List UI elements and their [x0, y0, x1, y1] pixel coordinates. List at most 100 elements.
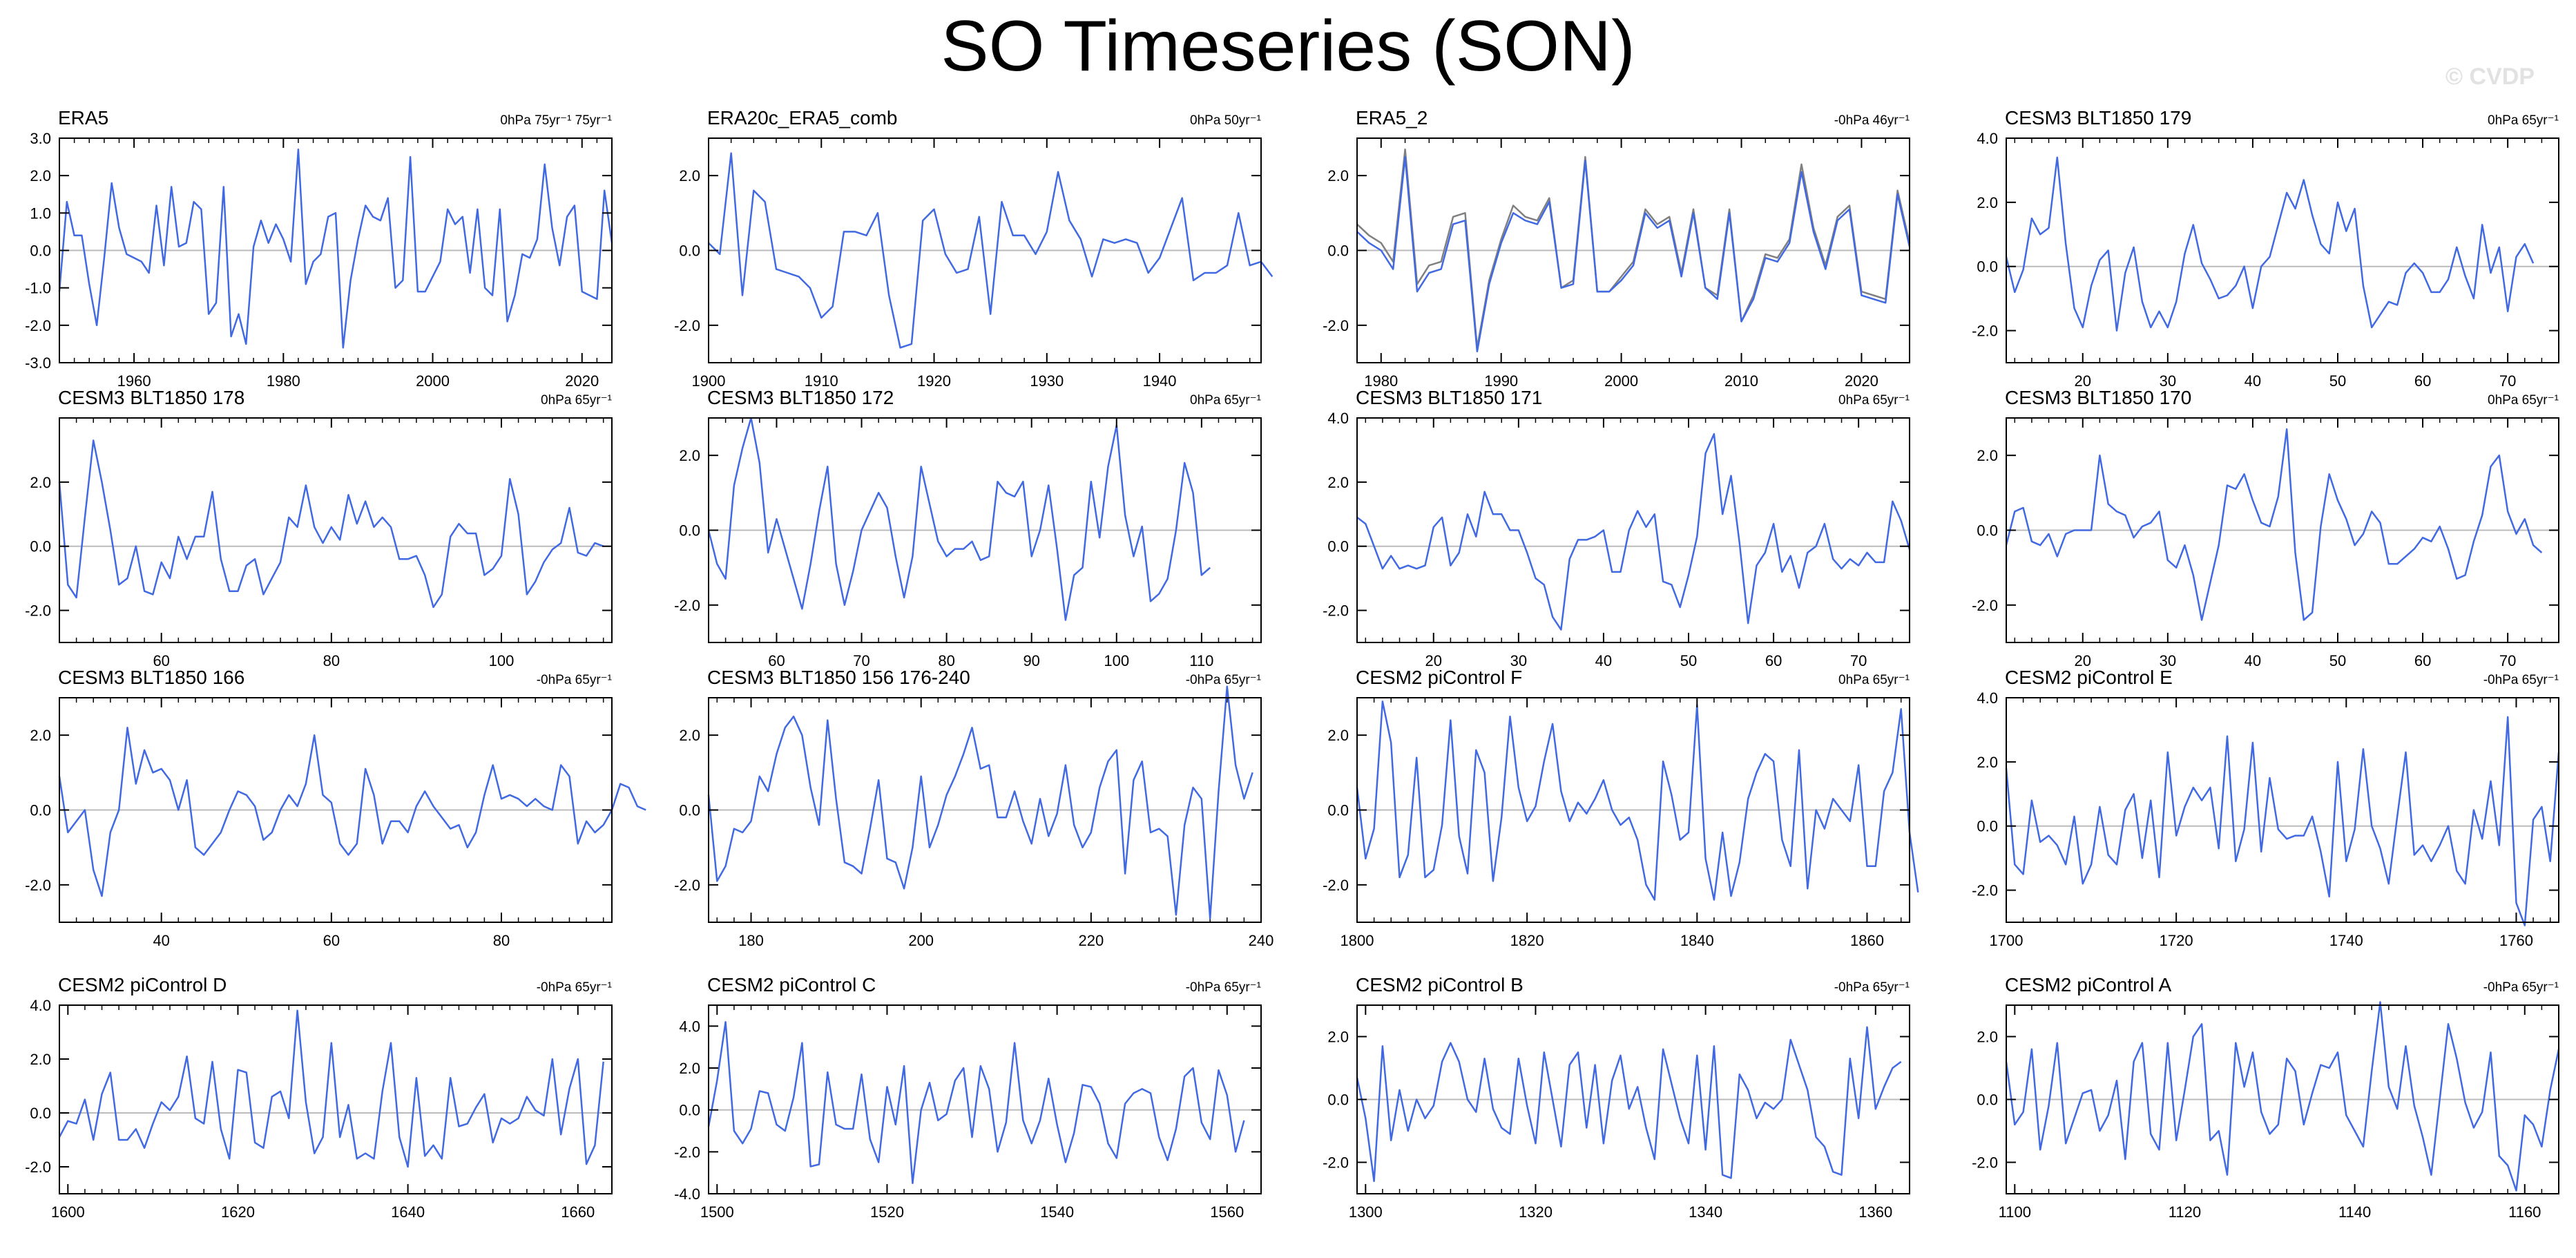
x-tick-label: 60 — [153, 652, 169, 669]
panel-info: -0hPa 65yr⁻¹ — [537, 980, 612, 995]
series-line — [2005, 156, 2535, 332]
x-tick-label: 180 — [738, 932, 764, 949]
y-tick-label: -2.0 — [1972, 882, 1998, 899]
x-tick-label: 20 — [2075, 652, 2091, 669]
series-line — [58, 1009, 604, 1168]
panel-title: CESM3 BLT1850 171 — [1356, 387, 1542, 408]
x-tick-label: 1160 — [2508, 1203, 2541, 1221]
y-tick-label: 0.0 — [1977, 1092, 1998, 1109]
y-tick-label: -3.0 — [25, 354, 51, 372]
y-tick-label: 1.0 — [30, 204, 51, 222]
panel-info: 0hPa 65yr⁻¹ — [1838, 673, 1910, 687]
y-tick-label: -2.0 — [1323, 317, 1349, 334]
panel-1: ERA5 0hPa 75yr⁻¹ 75yr⁻¹ 1960 1980 2000 2020 3.… — [25, 107, 613, 390]
panel-info: 0hPa 65yr⁻¹ — [1838, 393, 1910, 408]
y-tick-label: -2.0 — [1972, 1154, 1998, 1172]
x-tick-label: 1540 — [1040, 1203, 1074, 1221]
y-tick-label: 2.0 — [30, 1051, 51, 1068]
panel-info: -0hPa 65yr⁻¹ — [1834, 980, 1910, 995]
y-tick-label: 3.0 — [30, 130, 51, 147]
panel-10: CESM3 BLT1850 156 176-240 -0hPa 65yr⁻¹ 180… — [674, 667, 1273, 949]
y-tick-label: -1.0 — [25, 280, 51, 297]
y-tick-label: 4.0 — [1977, 689, 1998, 707]
x-tick-label: 40 — [2245, 652, 2261, 669]
x-tick-label: 1920 — [917, 372, 951, 390]
x-tick-label: 1900 — [692, 372, 726, 390]
y-tick-label: 4.0 — [30, 997, 51, 1014]
minor-ticks — [2014, 138, 2559, 363]
x-tick-label: 1700 — [1990, 932, 2024, 949]
y-tick-label: -2.0 — [1972, 597, 1998, 614]
x-tick-label: 220 — [1078, 932, 1104, 949]
x-tick-label: 1980 — [267, 372, 300, 390]
y-tick-label: 2.0 — [1327, 1029, 1349, 1046]
series-line — [1356, 701, 1919, 901]
series-line — [1356, 432, 1911, 631]
plot-frame — [2006, 697, 2559, 923]
panel-title: ERA5 — [58, 107, 108, 128]
x-tick-label: 90 — [1023, 652, 1039, 669]
x-tick-label: 80 — [323, 652, 340, 669]
x-tick-label: 1740 — [2329, 932, 2363, 949]
y-tick-label: -2.0 — [25, 1159, 51, 1176]
panel-info: 0hPa 65yr⁻¹ — [2488, 393, 2559, 408]
y-tick-label: 2.0 — [1977, 194, 1998, 211]
y-tick-label: 2.0 — [1977, 1029, 1998, 1046]
panel-12: CESM2 piControl E -0hPa 65yr⁻¹ 1700 1720 174… — [1972, 667, 2560, 949]
y-tick-label: 2.0 — [679, 447, 700, 464]
y-tick-label: 0.0 — [30, 242, 51, 260]
series-line — [708, 152, 1273, 349]
x-tick-label: 1100 — [1999, 1203, 2031, 1221]
panel-title: CESM2 piControl F — [1356, 667, 1522, 688]
series-line — [707, 685, 1253, 919]
panel-info: -0hPa 65yr⁻¹ — [537, 673, 612, 687]
x-tick-label: 1320 — [1519, 1203, 1553, 1221]
y-tick-label: -2.0 — [25, 317, 51, 334]
y-tick-label: -2.0 — [1323, 1154, 1349, 1172]
panel-title: CESM3 BLT1850 166 — [58, 667, 244, 688]
panel-title: CESM3 BLT1850 156 176-240 — [707, 667, 970, 688]
x-tick-label: 20 — [1425, 652, 1442, 669]
x-tick-label: 1720 — [2160, 932, 2193, 949]
plot-frame — [708, 1004, 1262, 1194]
panel-9: CESM3 BLT1850 166 -0hPa 65yr⁻¹ 40 60 80 2.0 0.… — [25, 667, 646, 949]
x-tick-label: 100 — [489, 652, 515, 669]
plot-frame — [2006, 137, 2559, 363]
panel-11: CESM2 piControl F 0hPa 65yr⁻¹ 1800 1820 1840… — [1323, 667, 1919, 949]
y-tick-label: 0.0 — [679, 1102, 700, 1119]
y-tick-label: 2.0 — [1977, 754, 1998, 771]
y-tick-label: 0.0 — [1977, 522, 1998, 540]
y-tick-label: 0.0 — [679, 522, 700, 540]
x-tick-label: 1930 — [1030, 372, 1064, 390]
panel-title: CESM3 BLT1850 178 — [58, 387, 244, 408]
x-tick-label: 1620 — [221, 1203, 255, 1221]
panel-info: 0hPa 65yr⁻¹ — [2488, 113, 2559, 128]
x-tick-label: 1600 — [51, 1203, 85, 1221]
series-line — [1356, 155, 1911, 353]
panel-info: -0hPa 65yr⁻¹ — [1186, 980, 1261, 995]
panel-title: CESM3 BLT1850 179 — [2005, 107, 2191, 128]
y-tick-label: -2.0 — [674, 877, 700, 894]
y-tick-label: -2.0 — [674, 317, 700, 334]
panel-13: CESM2 piControl D -0hPa 65yr⁻¹ 1600 1620 164… — [25, 974, 613, 1221]
x-tick-label: 30 — [2160, 652, 2176, 669]
panel-info: -0hPa 65yr⁻¹ — [2483, 673, 2559, 687]
series-line — [58, 149, 613, 349]
y-tick-label: 4.0 — [1977, 130, 1998, 147]
panel-7: CESM3 BLT1850 171 0hPa 65yr⁻¹ 20 30 40 50 60 70… — [1323, 387, 1911, 669]
x-tick-label: 2010 — [1724, 372, 1758, 390]
x-tick-label: 50 — [1680, 652, 1697, 669]
y-tick-label: 2.0 — [30, 167, 51, 184]
x-tick-label: 20 — [2075, 372, 2091, 390]
x-tick-label: 240 — [1249, 932, 1274, 949]
panel-info: 0hPa 75yr⁻¹ 75yr⁻¹ — [500, 113, 612, 128]
panel-title: CESM2 piControl B — [1356, 974, 1524, 995]
panel-4: CESM3 BLT1850 179 0hPa 65yr⁻¹ 20 30 40 50 60 70… — [1972, 107, 2559, 390]
x-tick-label: 30 — [1510, 652, 1527, 669]
y-tick-label: -2.0 — [25, 877, 51, 894]
x-tick-label: 2000 — [416, 372, 450, 390]
x-tick-label: 2020 — [565, 372, 599, 390]
x-tick-label: 1560 — [1210, 1203, 1244, 1221]
minor-ticks — [2014, 418, 2559, 642]
